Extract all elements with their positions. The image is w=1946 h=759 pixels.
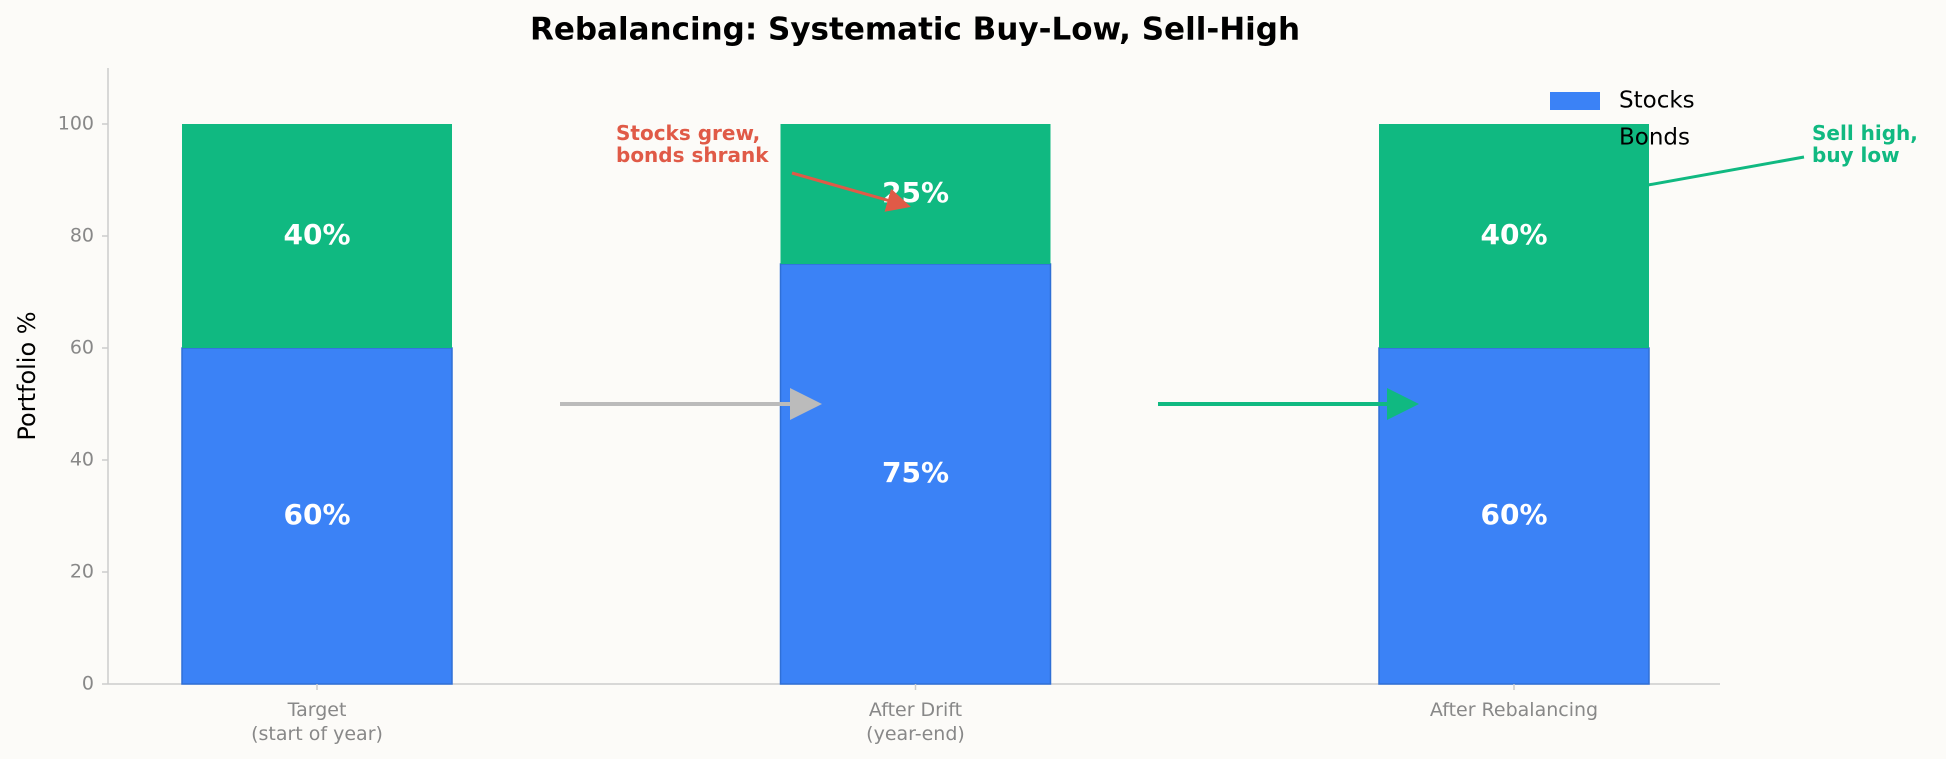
bar-segment xyxy=(780,124,1051,264)
value-label: 40% xyxy=(1480,218,1547,251)
legend-swatch xyxy=(1550,129,1600,147)
legend-label: Stocks xyxy=(1619,88,1695,114)
legend-label: Bonds xyxy=(1619,125,1690,151)
value-label: 60% xyxy=(283,498,350,531)
value-label: 25% xyxy=(882,176,949,209)
x-tick-label: Target (start of year) xyxy=(251,699,383,745)
y-axis-label: Portfolio % xyxy=(13,311,41,440)
bar-segment xyxy=(182,124,452,348)
value-label: 60% xyxy=(1480,498,1547,531)
bar-segment xyxy=(1378,347,1650,685)
bar-segment xyxy=(1379,124,1649,348)
y-tick-label: 0 xyxy=(82,673,94,695)
annotation-line xyxy=(1647,155,1805,187)
x-tick-label: After Drift (year-end) xyxy=(866,699,965,745)
annotation: Sell high, buy low xyxy=(1812,121,1918,167)
annotation-arrow xyxy=(791,171,911,212)
y-tick-label: 40 xyxy=(70,449,94,471)
value-label: 75% xyxy=(882,456,949,489)
annotation: Stocks grew, bonds shrank xyxy=(616,121,769,167)
legend-swatch xyxy=(1550,92,1600,110)
chart-title: Rebalancing: Systematic Buy-Low, Sell-Hi… xyxy=(530,12,1300,48)
bar-segment xyxy=(181,347,453,685)
y-tick-label: 20 xyxy=(70,561,94,583)
y-tick-label: 100 xyxy=(58,113,94,135)
x-tick-label: After Rebalancing xyxy=(1430,699,1598,721)
bar-segment xyxy=(779,263,1052,685)
y-tick-label: 60 xyxy=(70,337,94,359)
value-label: 40% xyxy=(283,218,350,251)
y-tick-label: 80 xyxy=(70,225,94,247)
